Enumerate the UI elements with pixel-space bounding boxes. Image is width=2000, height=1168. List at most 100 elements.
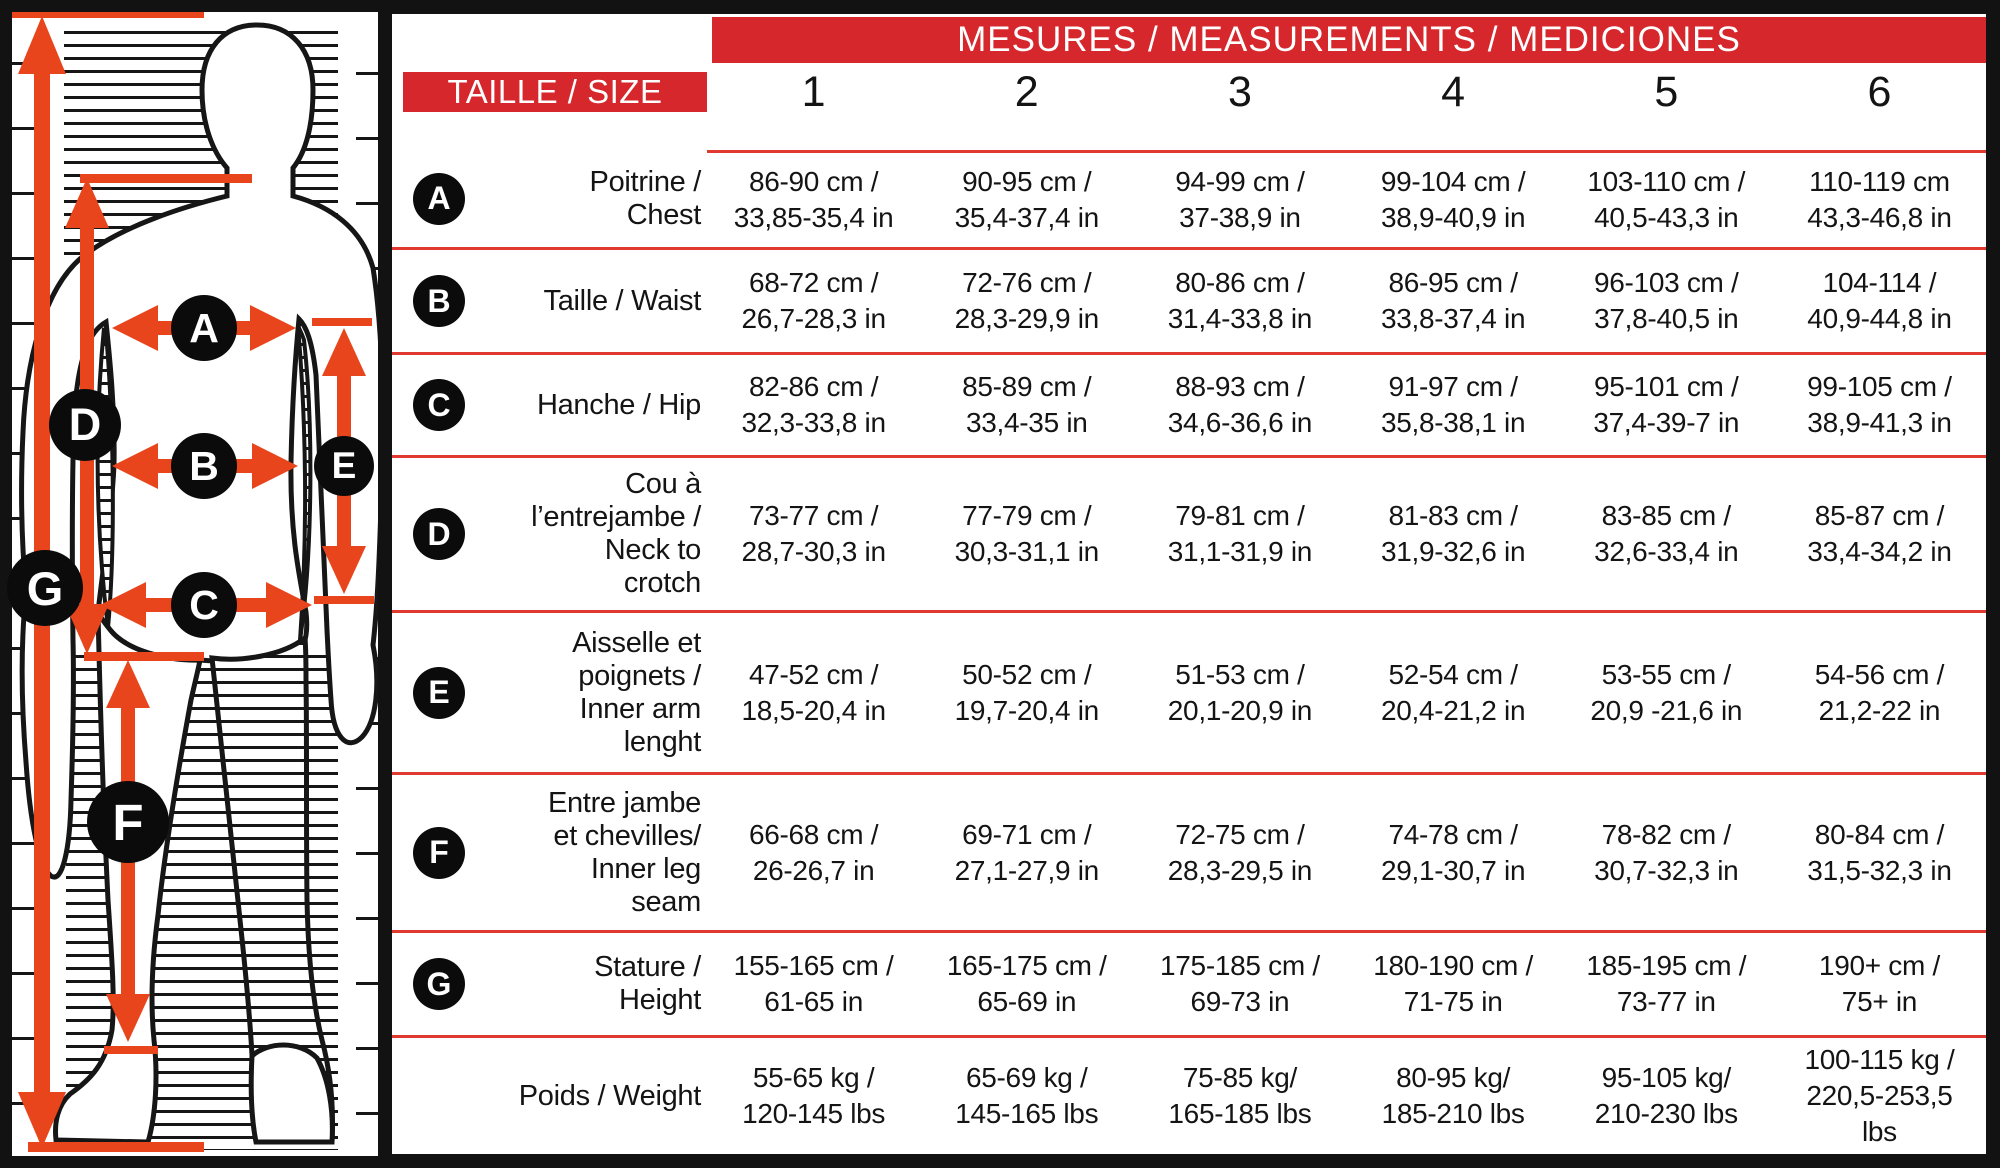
badge-letter: E xyxy=(331,445,357,486)
row-label: C Hanche / Hip xyxy=(392,355,707,455)
cell-size-6: 85-87 cm /33,4-34,2 in xyxy=(1807,500,1952,567)
row-badge-f: F xyxy=(413,826,465,879)
row-label: A Poitrine / Chest xyxy=(392,150,707,247)
row-label-text: Poids / Weight xyxy=(518,1079,702,1112)
right-foot xyxy=(248,1042,335,1145)
cell-size-1: 86-90 cm /33,85-35,4 in xyxy=(733,166,894,233)
cell-size-3: 79-81 cm /31,1-31,9 in xyxy=(1167,500,1313,567)
row-label-text: Taille / Waist xyxy=(543,284,702,317)
cell-size-4: 80-95 kg/185-210 lbs xyxy=(1381,1062,1525,1129)
cell-size-5: 95-105 kg/210-230 lbs xyxy=(1594,1062,1738,1129)
cell-size-5: 96-103 cm /37,8-40,5 in xyxy=(1593,267,1739,334)
cell-size-4: 81-83 cm /31,9-32,6 in xyxy=(1380,500,1526,567)
cell-size-6: 100-115 kg /220,5-253,5 lbs xyxy=(1804,1044,1955,1147)
size-column-2: 2 xyxy=(1014,67,1039,116)
inner-arm-top-cap xyxy=(312,318,372,326)
row-label-text: Hanche / Hip xyxy=(536,388,701,421)
cell-size-3: 80-86 cm /31,4-33,8 in xyxy=(1167,267,1313,334)
measurement-row-e: E Aisselle et poignets / Inner arm lenght 47-… xyxy=(392,610,1986,772)
row-cells: 155-165 cm /61-65 in 165-175 cm /65-69 in… xyxy=(707,933,1986,1035)
row-badge-d: D xyxy=(413,508,465,560)
row-badge-a: A xyxy=(413,172,465,225)
cell-size-6: 110-119 cm 43,3-46,8 in xyxy=(1807,166,1952,233)
row-cells: 66-68 cm /26-26,7 in 69-71 cm /27,1-27,9 … xyxy=(707,775,1986,930)
size-column-1: 1 xyxy=(801,67,826,116)
row-label-text: Entre jambe et chevilles/Inner leg seam xyxy=(547,786,701,918)
size-column-5: 5 xyxy=(1654,67,1679,116)
badge-letter: A xyxy=(189,304,219,351)
cell-size-4: 180-190 cm /71-75 in xyxy=(1373,950,1534,1017)
size-columns: 1 2 3 4 5 6 xyxy=(707,67,1986,116)
row-cells: 73-77 cm /28,7-30,3 in 77-79 cm /30,3-31,… xyxy=(707,458,1986,610)
cell-size-5: 83-85 cm /32,6-33,4 in xyxy=(1594,500,1739,567)
cell-size-5: 53-55 cm /20,9 -21,6 in xyxy=(1590,658,1743,726)
body-measurement-diagram: A B C D E F G xyxy=(0,0,392,1168)
cell-size-3: 51-53 cm /20,1-20,9 in xyxy=(1167,658,1313,726)
cell-size-2: 90-95 cm /35,4-37,4 in xyxy=(954,166,1100,233)
diagram-badge-a: A xyxy=(171,295,237,361)
size-label-text: TAILLE / SIZE xyxy=(447,73,663,110)
measurement-row-weight: Poids / Weight 55-65 kg /120-145 lbs 65-69… xyxy=(392,1035,1986,1154)
row-badge-e: E xyxy=(413,666,465,719)
cell-size-6: 54-56 cm /21,2-22 in xyxy=(1814,658,1945,726)
cell-size-6: 190+ cm /75+ in xyxy=(1818,950,1940,1017)
cell-size-2: 69-71 cm /27,1-27,9 in xyxy=(954,818,1100,886)
cell-size-2: 77-79 cm /30,3-31,1 in xyxy=(954,500,1100,567)
measurement-row-b: B Taille / Waist 68-72 cm /26,7-28,3 in 72-… xyxy=(392,247,1986,352)
badge-letter: B xyxy=(189,442,219,489)
cell-size-2: 50-52 cm /19,7-20,4 in xyxy=(954,658,1100,726)
measurement-row-a: A Poitrine / Chest 86-90 cm /33,85-35,4 in 9… xyxy=(392,150,1986,247)
measurements-table: MESURES / MEASUREMENTS / MEDICIONES TAIL… xyxy=(392,0,2000,1168)
cell-size-3: 72-75 cm /28,3-29,5 in xyxy=(1167,818,1313,886)
row-badge-c: C xyxy=(413,379,465,431)
cell-size-3: 88-93 cm /34,6-36,6 in xyxy=(1167,371,1313,438)
head-top-line xyxy=(12,8,204,18)
diagram-badge-f: F xyxy=(87,781,169,863)
row-label: G Stature / Height xyxy=(392,933,707,1035)
badge-letter: F xyxy=(112,793,144,851)
row-label: Poids / Weight xyxy=(392,1038,707,1154)
cell-size-5: 103-110 cm /40,5-43,3 in xyxy=(1587,166,1746,233)
row-cells: 86-90 cm /33,85-35,4 in 90-95 cm /35,4-37… xyxy=(707,150,1986,247)
cell-size-1: 73-77 cm /28,7-30,3 in xyxy=(741,500,886,567)
measurements-banner: MESURES / MEASUREMENTS / MEDICIONES xyxy=(712,17,1986,63)
hatch-right-arm-gap xyxy=(296,325,313,641)
size-header-row: TAILLE / SIZE 1 2 3 4 5 6 xyxy=(392,67,1986,116)
body-figure-illustration xyxy=(0,0,392,1168)
right-leg xyxy=(209,633,336,1145)
cell-size-4: 86-95 cm /33,8-37,4 in xyxy=(1380,267,1526,334)
cell-size-2: 65-69 kg /145-165 lbs xyxy=(955,1062,1099,1129)
cell-size-6: 99-105 cm /38,9-41,3 in xyxy=(1807,371,1952,438)
row-label-text: Poitrine / Chest xyxy=(589,165,702,231)
cell-size-1: 155-165 cm /61-65 in xyxy=(733,950,894,1017)
badge-letter: G xyxy=(26,561,64,615)
diagram-frame xyxy=(0,0,392,1168)
ankle-cap-line xyxy=(104,1046,158,1054)
row-label-text: Aisselle et poignets / Inner arm lenght xyxy=(572,626,701,758)
row-label: E Aisselle et poignets / Inner arm lenght xyxy=(392,613,707,772)
badge-letter: D xyxy=(68,399,102,450)
cell-size-1: 55-65 kg /120-145 lbs xyxy=(742,1062,886,1129)
measurement-row-c: C Hanche / Hip 82-86 cm /32,3-33,8 in 85-89… xyxy=(392,352,1986,455)
diagram-badge-b: B xyxy=(171,433,237,499)
diagram-badge-e: E xyxy=(314,436,374,496)
cell-size-3: 75-85 kg/165-185 lbs xyxy=(1168,1062,1312,1129)
cell-size-2: 85-89 cm /33,4-35 in xyxy=(962,371,1092,438)
row-label-text: Stature / Height xyxy=(594,951,701,1016)
size-column-4: 4 xyxy=(1441,67,1466,116)
row-badge-b: B xyxy=(413,275,465,327)
row-badge-g: G xyxy=(413,958,465,1010)
diagram-badge-d: D xyxy=(49,389,121,461)
row-cells: 68-72 cm /26,7-28,3 in 72-76 cm /28,3-29,… xyxy=(707,250,1986,352)
row-label-text: Cou à l’entrejambe / Neck to crotch xyxy=(531,468,701,599)
measurement-row-g: G Stature / Height 155-165 cm /61-65 in 165-… xyxy=(392,930,1986,1035)
measurement-rows: A Poitrine / Chest 86-90 cm /33,85-35,4 in 9… xyxy=(392,150,1986,1154)
cell-size-6: 104-114 /40,9-44,8 in xyxy=(1807,267,1952,334)
cell-size-3: 175-185 cm /69-73 in xyxy=(1160,950,1320,1017)
cell-size-5: 95-101 cm /37,4-39-7 in xyxy=(1593,371,1740,438)
cell-size-4: 52-54 cm /20,4-21,2 in xyxy=(1380,658,1526,726)
ground-line xyxy=(28,1142,204,1152)
row-cells: 55-65 kg /120-145 lbs 65-69 kg /145-165 l… xyxy=(707,1038,1986,1154)
cell-size-4: 91-97 cm /35,8-38,1 in xyxy=(1380,371,1526,438)
